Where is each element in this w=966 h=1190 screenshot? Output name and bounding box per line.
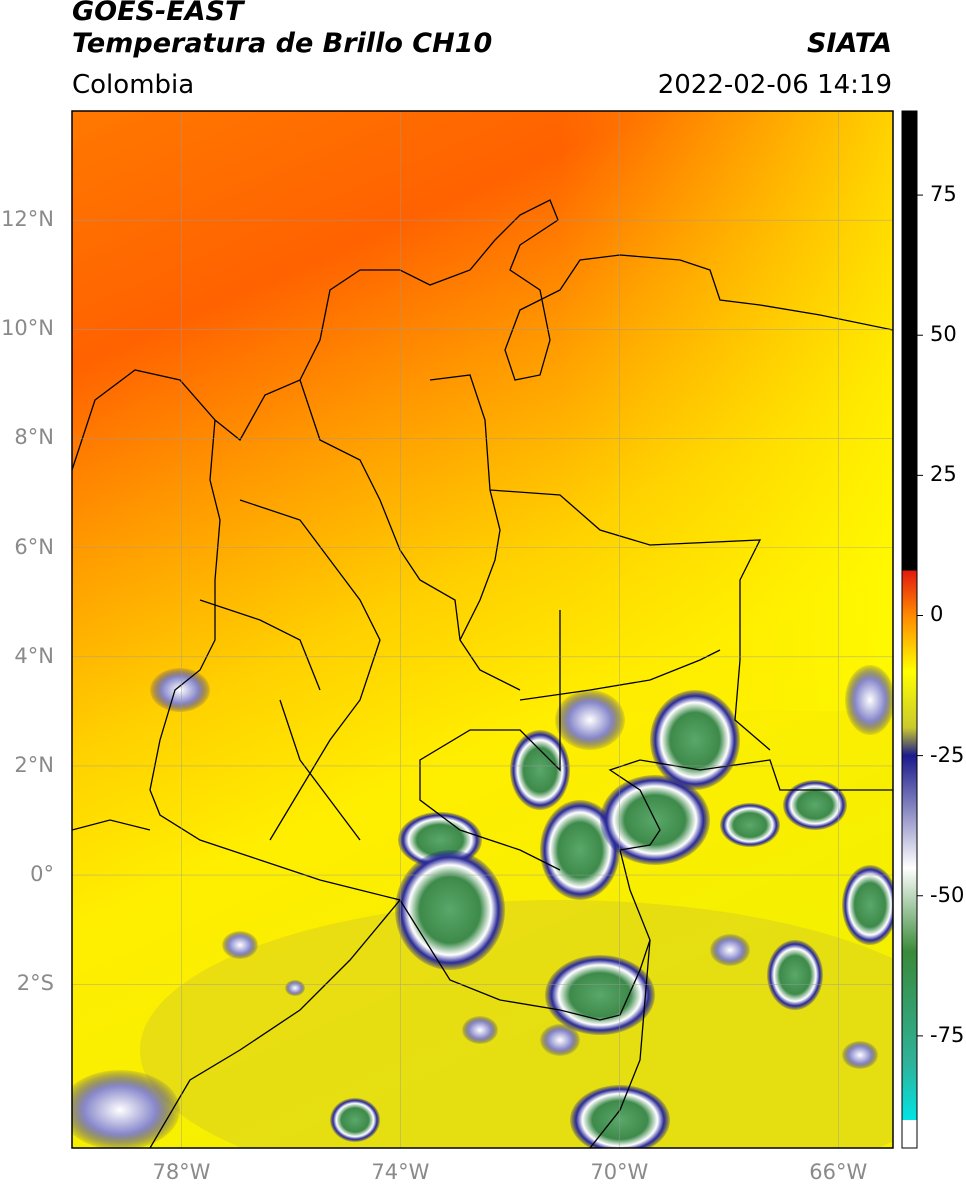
lat-tick-label: 0° — [30, 862, 54, 887]
colorbar-tick-label: -25 — [930, 742, 965, 767]
title-product: Temperatura de Brillo CH10 — [72, 28, 493, 59]
timestamp-label: 2022-02-06 14:19 — [657, 70, 892, 100]
subtitle-region: Colombia — [72, 70, 195, 100]
lon-tick-label: 66°W — [809, 1160, 868, 1184]
lat-tick-label: 10°N — [1, 316, 54, 341]
lat-tick-label: 12°N — [1, 207, 54, 232]
lat-tick-label: 4°N — [14, 643, 54, 668]
colorbar-tick-label: 25 — [930, 462, 957, 487]
lat-tick-label: 6°N — [14, 534, 54, 559]
map-frame — [71, 110, 894, 1149]
lat-tick-label: 8°N — [14, 425, 54, 450]
lat-tick-label: 2°S — [16, 971, 54, 996]
colorbar-tick-label: 75 — [930, 182, 957, 207]
colorbar-tick-label: -75 — [930, 1022, 965, 1047]
cloud-clusters — [72, 665, 893, 1148]
lon-tick-label: 74°W — [371, 1160, 430, 1184]
colorbar-tick-label: -50 — [930, 882, 965, 907]
agency-label: SIATA — [806, 28, 892, 59]
gridlines — [72, 111, 893, 1148]
lon-tick-label: 78°W — [152, 1160, 211, 1184]
colorbar — [901, 110, 918, 1149]
title-satellite: GOES-EAST — [72, 0, 244, 27]
colorbar-tick-label: 50 — [930, 322, 957, 347]
borders — [72, 199, 893, 1148]
lat-tick-label: 2°N — [14, 752, 54, 777]
colorbar-tick-label: 0 — [930, 602, 944, 627]
lon-tick-label: 70°W — [590, 1160, 649, 1184]
